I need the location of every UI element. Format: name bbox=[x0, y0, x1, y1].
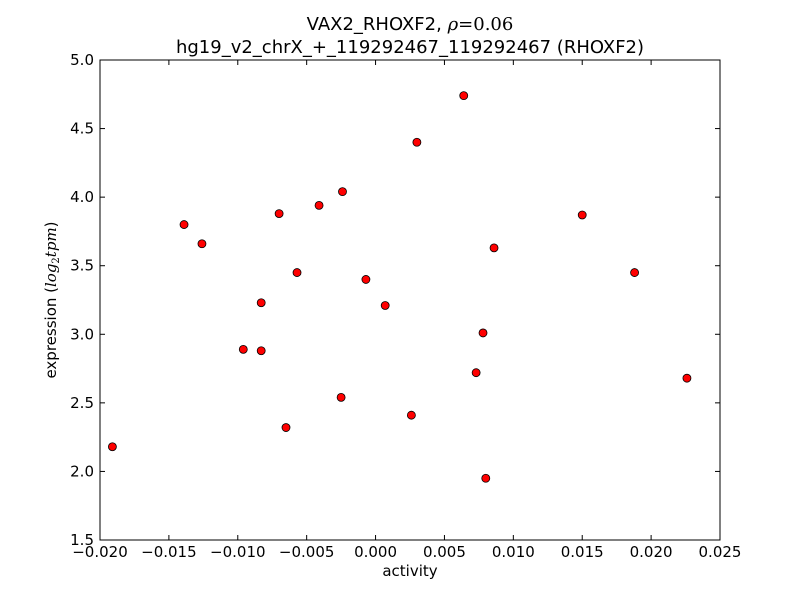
data-point bbox=[630, 268, 639, 277]
x-tick-label: −0.010 bbox=[210, 543, 266, 561]
y-tick-label: 5.0 bbox=[70, 51, 94, 69]
x-tick-label: 0.025 bbox=[699, 543, 742, 561]
y-axis-label: expression (log2tpm) bbox=[42, 221, 62, 378]
data-point bbox=[412, 137, 422, 147]
data-point bbox=[471, 368, 481, 378]
data-points bbox=[108, 91, 692, 483]
plot-frame bbox=[99, 59, 721, 541]
data-point bbox=[459, 91, 469, 101]
data-point bbox=[338, 187, 347, 197]
x-axis-label: activity bbox=[382, 562, 437, 580]
chart-title-line2: hg19_v2_chrX_+_119292467_119292467 (RHOX… bbox=[176, 37, 644, 58]
y-tick-label: 2.5 bbox=[70, 394, 94, 412]
x-axis: −0.020 −0.015 −0.010 −0.005 0.000 0.005 0.010 0… bbox=[72, 60, 741, 561]
y-tick-label: 3.0 bbox=[70, 325, 94, 343]
x-tick-label: 0.005 bbox=[423, 543, 466, 561]
x-tick-label: −0.005 bbox=[279, 543, 335, 561]
data-point bbox=[281, 423, 291, 432]
data-point bbox=[478, 328, 488, 338]
data-point bbox=[274, 209, 284, 219]
y-tick-label: 1.5 bbox=[70, 531, 94, 549]
x-tick-label: −0.020 bbox=[72, 543, 128, 561]
y-tick-label: 4.5 bbox=[70, 120, 94, 138]
y-axis: 1.5 2.0 2.5 3.0 3.5 4.0 4.5 5.0 bbox=[70, 51, 720, 549]
x-tick-label: 0.020 bbox=[630, 543, 673, 561]
x-tick-label: 0.010 bbox=[492, 543, 535, 561]
data-point bbox=[314, 200, 324, 210]
data-point bbox=[406, 410, 416, 420]
data-point bbox=[179, 220, 189, 229]
data-point bbox=[292, 268, 302, 277]
y-tick-label: 2.0 bbox=[70, 462, 94, 480]
data-point bbox=[380, 301, 390, 310]
data-point bbox=[256, 298, 266, 308]
data-point bbox=[481, 473, 491, 483]
data-point bbox=[577, 210, 587, 220]
y-tick-label: 4.0 bbox=[70, 188, 94, 206]
x-tick-label: −0.015 bbox=[141, 543, 197, 561]
data-point bbox=[682, 373, 692, 383]
x-tick-label: 0.015 bbox=[561, 543, 604, 561]
y-tick-label: 3.5 bbox=[70, 257, 94, 275]
chart-title-line1: VAX2_RHOXF2, ρ=0.06 bbox=[307, 14, 514, 35]
data-point bbox=[238, 344, 248, 354]
data-point bbox=[489, 243, 499, 253]
data-point bbox=[256, 346, 266, 356]
x-tick-label: 0.000 bbox=[354, 543, 397, 561]
data-point bbox=[197, 239, 207, 249]
data-point bbox=[361, 275, 371, 284]
data-point bbox=[108, 442, 117, 452]
data-point bbox=[336, 392, 346, 402]
